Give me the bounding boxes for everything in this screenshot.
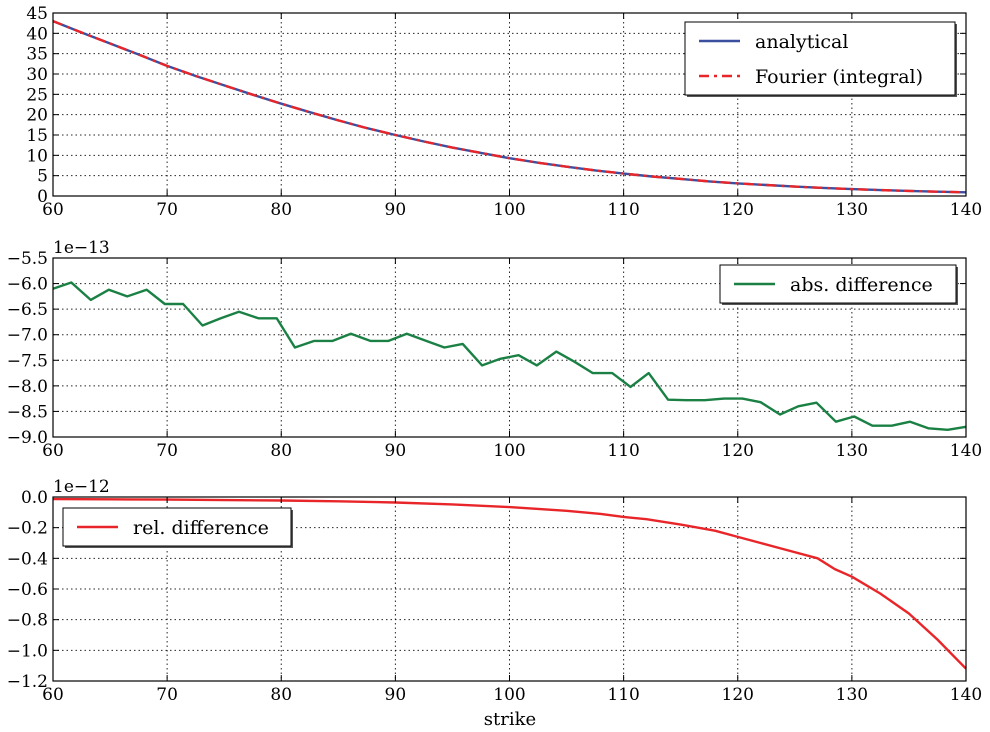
x-tick-label: 60 [42, 441, 64, 461]
legend-label-1: Fourier (integral) [755, 66, 923, 88]
offset-label: 1e−12 [53, 477, 110, 497]
y-tick-label: −9.0 [7, 428, 48, 448]
y-tick-label: −7.5 [7, 351, 48, 371]
x-axis-label: strike [484, 709, 536, 730]
y-tick-label: −8.5 [7, 402, 48, 422]
x-tick-label: 90 [385, 441, 407, 461]
y-tick-label: −6.5 [7, 300, 48, 320]
panel-price: 60 70 80 90 100 110 120 130 140 05101520253035404… [26, 4, 982, 220]
y-tick-label: 45 [26, 4, 48, 24]
legend-box [684, 21, 956, 96]
x-tick-label: 120 [722, 200, 754, 220]
x-tick-label: 130 [836, 685, 868, 705]
y-tick-label: −0.8 [7, 611, 48, 631]
x-tick-label: 110 [607, 200, 639, 220]
y-tick-label: −1.2 [7, 672, 48, 692]
panel-abs-difference: 60 70 80 90 100 110 120 130 140 −5.5 −6.0 −6.5 −7.0 −… [7, 238, 983, 461]
x-tick-label: 60 [42, 685, 64, 705]
x-tick-label: 80 [270, 200, 292, 220]
y-tick-label: 35 [26, 45, 48, 65]
y-tick-label: 0.0 [21, 488, 48, 508]
series-line-1 [52, 19, 967, 194]
y-tick-label: 0 [37, 187, 48, 207]
y-tick-label: −0.6 [7, 580, 48, 600]
legend-label-0: rel. difference [133, 517, 269, 539]
y-tick-label: −8.0 [7, 377, 48, 397]
x-tick-label: 70 [156, 441, 178, 461]
x-tick-label: 110 [607, 685, 639, 705]
panel-rel-difference: 60 70 80 90 100 110 120 130 140 0.0 −0.2 −0.4 −0.6 −0… [7, 477, 983, 705]
y-tick-label: −1.0 [7, 641, 48, 661]
y-tick-label: 20 [26, 106, 48, 126]
y-tick-label: 40 [26, 24, 48, 44]
y-tick-label: −7.0 [7, 326, 48, 346]
legend-label-0: abs. difference [790, 274, 933, 296]
y-tick-label: 5 [37, 167, 48, 187]
x-tick-label: 120 [722, 685, 754, 705]
x-tick-label: 70 [156, 685, 178, 705]
x-tick-label: 70 [156, 200, 178, 220]
series-line-0 [52, 281, 967, 431]
x-tick-label: 140 [950, 685, 982, 705]
y-tick-label: −0.2 [7, 519, 48, 539]
y-tick-label: −6.0 [7, 275, 48, 295]
y-tick-label: −0.4 [7, 549, 48, 569]
x-tick-label: 110 [607, 441, 639, 461]
x-tick-label: 60 [42, 200, 64, 220]
x-tick-label: 90 [385, 685, 407, 705]
x-tick-label: 100 [493, 200, 525, 220]
x-tick-label: 120 [722, 441, 754, 461]
y-tick-label: 10 [26, 146, 48, 166]
x-tick-label: 100 [493, 685, 525, 705]
offset-label: 1e−13 [53, 238, 110, 258]
x-tick-label: 140 [950, 441, 982, 461]
y-tick-label: 15 [26, 126, 48, 146]
y-tick-label: 30 [26, 65, 48, 85]
x-tick-label: 100 [493, 441, 525, 461]
y-tick-label: −5.5 [7, 249, 48, 269]
x-tick-label: 90 [385, 200, 407, 220]
y-tick-label: 25 [26, 85, 48, 105]
x-tick-label: 140 [950, 200, 982, 220]
legend-label-0: analytical [755, 31, 848, 53]
x-tick-label: 130 [836, 200, 868, 220]
x-tick-label: 80 [270, 441, 292, 461]
x-tick-label: 130 [836, 441, 868, 461]
x-tick-label: 80 [270, 685, 292, 705]
